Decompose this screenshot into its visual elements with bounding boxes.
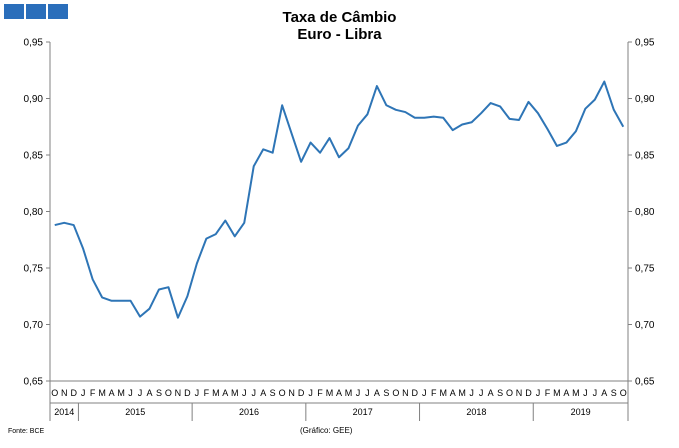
y-axis-left: 0,95 0,90 0,85 0,80 0,75 0,70 0,65	[24, 38, 50, 388]
x-month-label: A	[601, 388, 607, 398]
x-month-label: O	[51, 388, 58, 398]
source-note: Fonte: BCE	[8, 428, 45, 435]
x-month-label: F	[431, 388, 437, 398]
x-month-label: D	[70, 388, 77, 398]
y-tick-label-right: 0,65	[635, 377, 655, 388]
x-axis-years: 2014 2015 2016 2017 2018 2019	[54, 403, 591, 421]
x-month-label: M	[345, 388, 353, 398]
x-month-label: J	[422, 388, 427, 398]
x-month-label: A	[146, 388, 152, 398]
logo-block	[4, 4, 24, 19]
x-month-label: A	[109, 388, 115, 398]
x-month-label: O	[506, 388, 513, 398]
x-month-label: J	[81, 388, 86, 398]
x-month-label: S	[156, 388, 162, 398]
x-month-label: O	[620, 388, 627, 398]
x-month-label: J	[469, 388, 474, 398]
series-line	[54, 80, 625, 319]
x-month-label: A	[563, 388, 569, 398]
x-month-label: A	[374, 388, 380, 398]
x-month-label: S	[497, 388, 503, 398]
chart-title-line1: Taxa de Câmbio	[282, 9, 397, 26]
x-month-label: D	[525, 388, 532, 398]
x-month-label: J	[195, 388, 200, 398]
x-month-label: O	[279, 388, 286, 398]
y-axis-right: 0,95 0,90 0,85 0,80 0,75 0,70 0,65	[628, 38, 655, 388]
y-tick-label-left: 0,80	[24, 207, 44, 218]
x-month-label: N	[61, 388, 68, 398]
chart-credit: (Gráfico: GEE)	[300, 426, 353, 435]
y-tick-label-left: 0,95	[24, 38, 44, 49]
x-month-label: M	[439, 388, 447, 398]
x-month-label: S	[383, 388, 389, 398]
x-month-label: A	[488, 388, 494, 398]
x-month-label: N	[402, 388, 409, 398]
x-month-label: M	[553, 388, 561, 398]
x-month-label: D	[298, 388, 305, 398]
x-month-label: M	[231, 388, 239, 398]
x-year-label: 2015	[125, 407, 145, 417]
x-year-label: 2018	[466, 407, 486, 417]
x-month-label: J	[593, 388, 598, 398]
y-tick-label-right: 0,90	[635, 94, 655, 105]
x-month-label: F	[90, 388, 96, 398]
y-tick-label-left: 0,70	[24, 320, 44, 331]
x-month-label: N	[516, 388, 523, 398]
x-month-label: J	[536, 388, 541, 398]
x-month-label: S	[270, 388, 276, 398]
x-year-label: 2019	[571, 407, 591, 417]
chart-axes	[49, 42, 629, 421]
x-month-label: J	[356, 388, 361, 398]
x-month-label: A	[450, 388, 456, 398]
x-month-label: A	[222, 388, 228, 398]
x-month-label: J	[138, 388, 143, 398]
x-month-label: M	[98, 388, 106, 398]
x-month-label: M	[458, 388, 466, 398]
x-month-label: J	[365, 388, 370, 398]
x-month-label: O	[392, 388, 399, 398]
x-month-label: J	[251, 388, 256, 398]
x-month-label: F	[204, 388, 210, 398]
y-tick-label-left: 0,85	[24, 151, 44, 162]
logo-block	[26, 4, 46, 19]
x-month-label: J	[479, 388, 484, 398]
x-month-label: J	[308, 388, 313, 398]
x-month-label: F	[317, 388, 323, 398]
x-month-label: J	[583, 388, 588, 398]
x-month-label: F	[545, 388, 551, 398]
y-tick-label-right: 0,70	[635, 320, 655, 331]
x-month-label: D	[184, 388, 191, 398]
x-month-label: S	[611, 388, 617, 398]
x-month-label: A	[260, 388, 266, 398]
y-tick-label-left: 0,90	[24, 94, 44, 105]
y-tick-label-right: 0,80	[635, 207, 655, 218]
x-month-label: O	[165, 388, 172, 398]
x-month-label: D	[412, 388, 419, 398]
x-month-label: J	[242, 388, 247, 398]
x-month-label: M	[117, 388, 125, 398]
logo-block	[48, 4, 68, 19]
x-month-label: M	[572, 388, 580, 398]
x-month-label: M	[212, 388, 220, 398]
x-month-label: M	[326, 388, 334, 398]
y-tick-label-right: 0,85	[635, 151, 655, 162]
y-tick-label-right: 0,75	[635, 264, 655, 275]
series-group	[54, 80, 625, 319]
x-year-label: 2016	[239, 407, 259, 417]
x-month-label: N	[288, 388, 295, 398]
x-year-label: 2014	[54, 407, 74, 417]
gee-logo-icon	[4, 4, 68, 19]
chart-title-line2: Euro - Libra	[297, 26, 382, 43]
y-tick-label-right: 0,95	[635, 38, 655, 49]
x-year-label: 2017	[353, 407, 373, 417]
y-tick-label-left: 0,75	[24, 264, 44, 275]
x-month-label: A	[336, 388, 342, 398]
x-month-label: J	[128, 388, 133, 398]
y-tick-label-left: 0,65	[24, 377, 44, 388]
x-month-label: N	[175, 388, 182, 398]
